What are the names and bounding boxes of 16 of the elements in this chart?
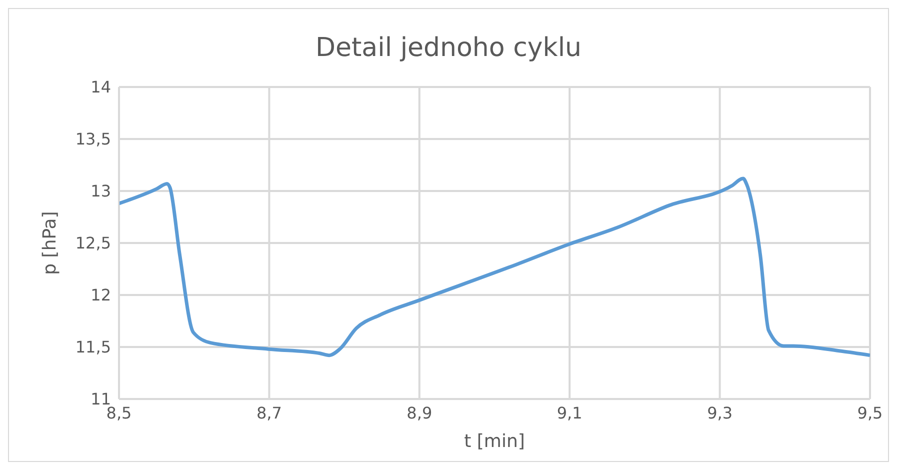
y-tick-label: 11,5 — [75, 338, 111, 357]
line-series — [119, 176, 870, 358]
x-tick-label: 9,5 — [857, 403, 883, 422]
x-tick-label: 8,5 — [106, 403, 132, 422]
y-axis-title: p [hPa] — [39, 211, 60, 275]
x-tick-label: 9,1 — [556, 403, 582, 422]
x-tick-label: 8,9 — [406, 403, 432, 422]
y-tick-label: 14 — [90, 78, 111, 97]
y-tick-label: 13,5 — [75, 130, 111, 149]
x-tick-label: 9,3 — [707, 403, 733, 422]
y-tick-label: 12,5 — [75, 234, 111, 253]
x-tick-label: 8,7 — [256, 403, 282, 422]
y-tick-label: 13 — [90, 182, 111, 201]
x-axis-title: t [min] — [464, 431, 525, 452]
chart-title: Detail jednoho cyklu — [314, 33, 583, 65]
y-tick-label: 12 — [90, 286, 111, 305]
